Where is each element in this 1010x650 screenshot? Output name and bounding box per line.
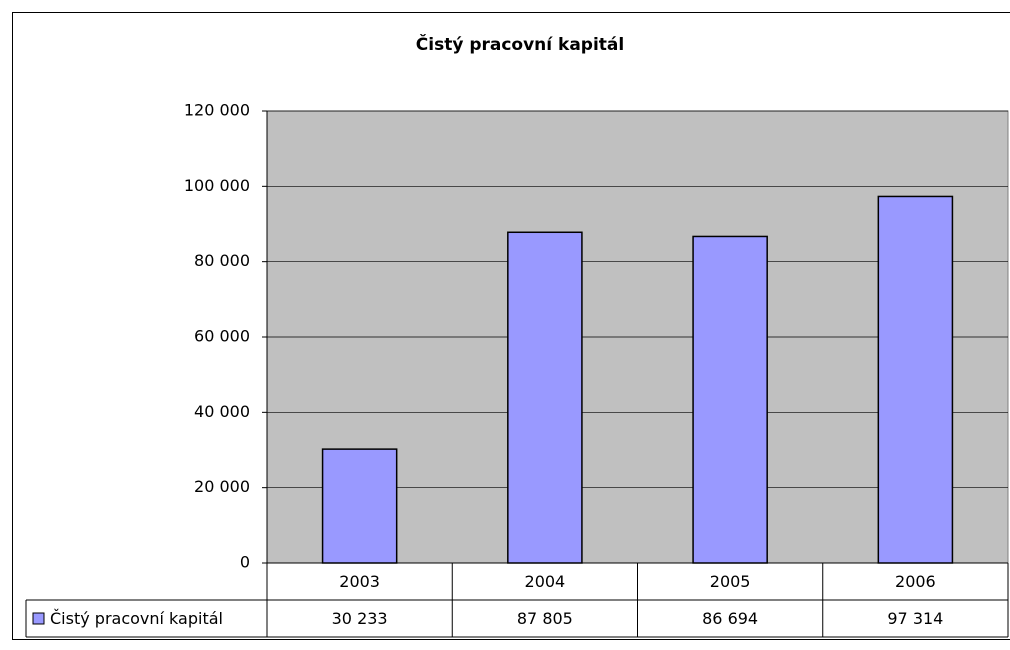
bar bbox=[507, 231, 583, 564]
legend-label: Čistý pracovní kapitál bbox=[50, 609, 223, 628]
data-table-value: 30 233 bbox=[332, 609, 388, 628]
x-tick-label: 2005 bbox=[710, 572, 751, 591]
bar bbox=[877, 195, 954, 564]
x-tick-label: 2003 bbox=[339, 572, 380, 591]
data-table-value: 87 805 bbox=[517, 609, 573, 628]
y-tick-label: 100 000 bbox=[184, 176, 250, 195]
bar bbox=[321, 448, 398, 564]
bar bbox=[692, 235, 768, 564]
y-tick-label: 40 000 bbox=[194, 402, 250, 421]
y-tick-label: 80 000 bbox=[194, 251, 250, 270]
x-tick-label: 2004 bbox=[525, 572, 566, 591]
legend-swatch bbox=[32, 612, 45, 625]
data-table-value: 86 694 bbox=[702, 609, 758, 628]
y-tick-label: 60 000 bbox=[194, 327, 250, 346]
x-tick-label: 2006 bbox=[895, 572, 936, 591]
chart-title: Čistý pracovní kapitál bbox=[416, 33, 624, 55]
y-tick-label: 20 000 bbox=[194, 477, 250, 496]
y-tick-label: 120 000 bbox=[184, 101, 250, 120]
data-table-value: 97 314 bbox=[887, 609, 943, 628]
y-tick-label: 0 bbox=[240, 553, 250, 572]
